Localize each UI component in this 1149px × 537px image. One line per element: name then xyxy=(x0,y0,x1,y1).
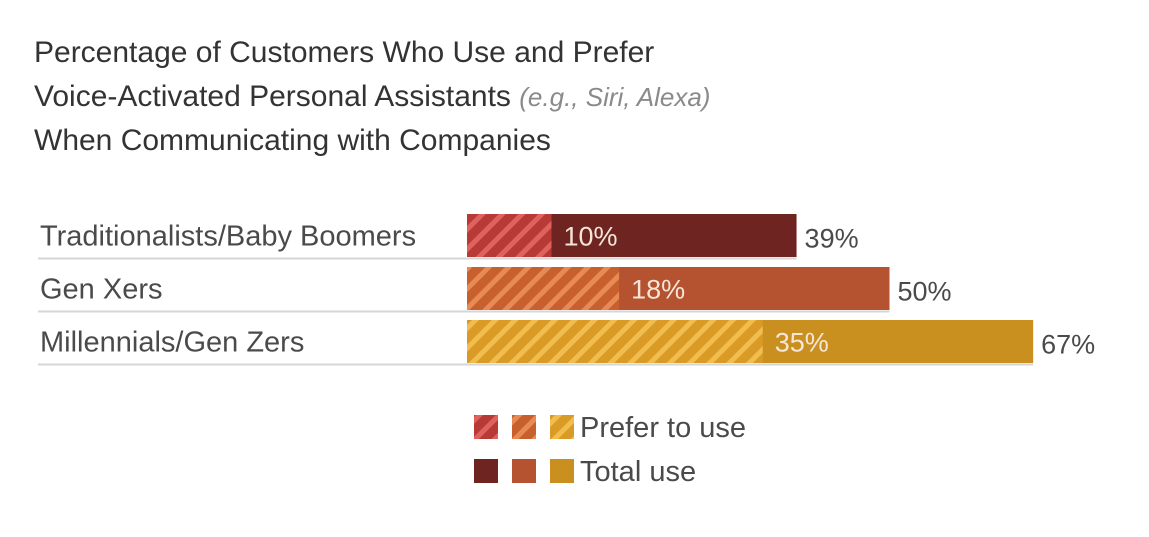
title-note: (e.g., Siri, Alexa) xyxy=(519,82,711,112)
total-value-label: 39% xyxy=(805,224,859,254)
legend-label: Total use xyxy=(580,456,696,488)
bar-prefer-to-use xyxy=(467,267,620,310)
prefer-value-label: 18% xyxy=(631,275,685,305)
chart-rows: Traditionalists/Baby Boomers 10% 39% Gen Xe… xyxy=(38,214,1095,366)
title-line-2: Voice-Activated Personal Assistants (e.g… xyxy=(34,75,1094,119)
prefer-value-label: 35% xyxy=(775,328,829,358)
prefer-value-label: 10% xyxy=(564,222,618,252)
chart-title: Percentage of Customers Who Use and Pref… xyxy=(34,31,1094,163)
title-line-2-text: Voice-Activated Personal Assistants xyxy=(34,80,511,113)
legend-swatch-prefer xyxy=(474,415,498,439)
chart-legend: Prefer to use Total use xyxy=(474,412,746,488)
bar-prefer-to-use xyxy=(467,320,763,363)
bar-prefer-to-use xyxy=(467,214,552,257)
category-label: Gen Xers xyxy=(40,274,163,306)
total-value-label: 50% xyxy=(898,277,952,307)
category-label: Millennials/Gen Zers xyxy=(40,327,304,359)
legend-swatch-total xyxy=(512,459,536,483)
legend-swatch-prefer xyxy=(512,415,536,439)
legend-swatch-total xyxy=(550,459,574,483)
legend-swatch-prefer xyxy=(550,415,574,439)
legend-label: Prefer to use xyxy=(580,412,746,444)
category-label: Traditionalists/Baby Boomers xyxy=(40,221,416,253)
total-value-label: 67% xyxy=(1041,330,1095,360)
legend-swatch-total xyxy=(474,459,498,483)
title-line-1: Percentage of Customers Who Use and Pref… xyxy=(34,36,655,69)
title-line-3: When Communicating with Companies xyxy=(34,124,551,157)
